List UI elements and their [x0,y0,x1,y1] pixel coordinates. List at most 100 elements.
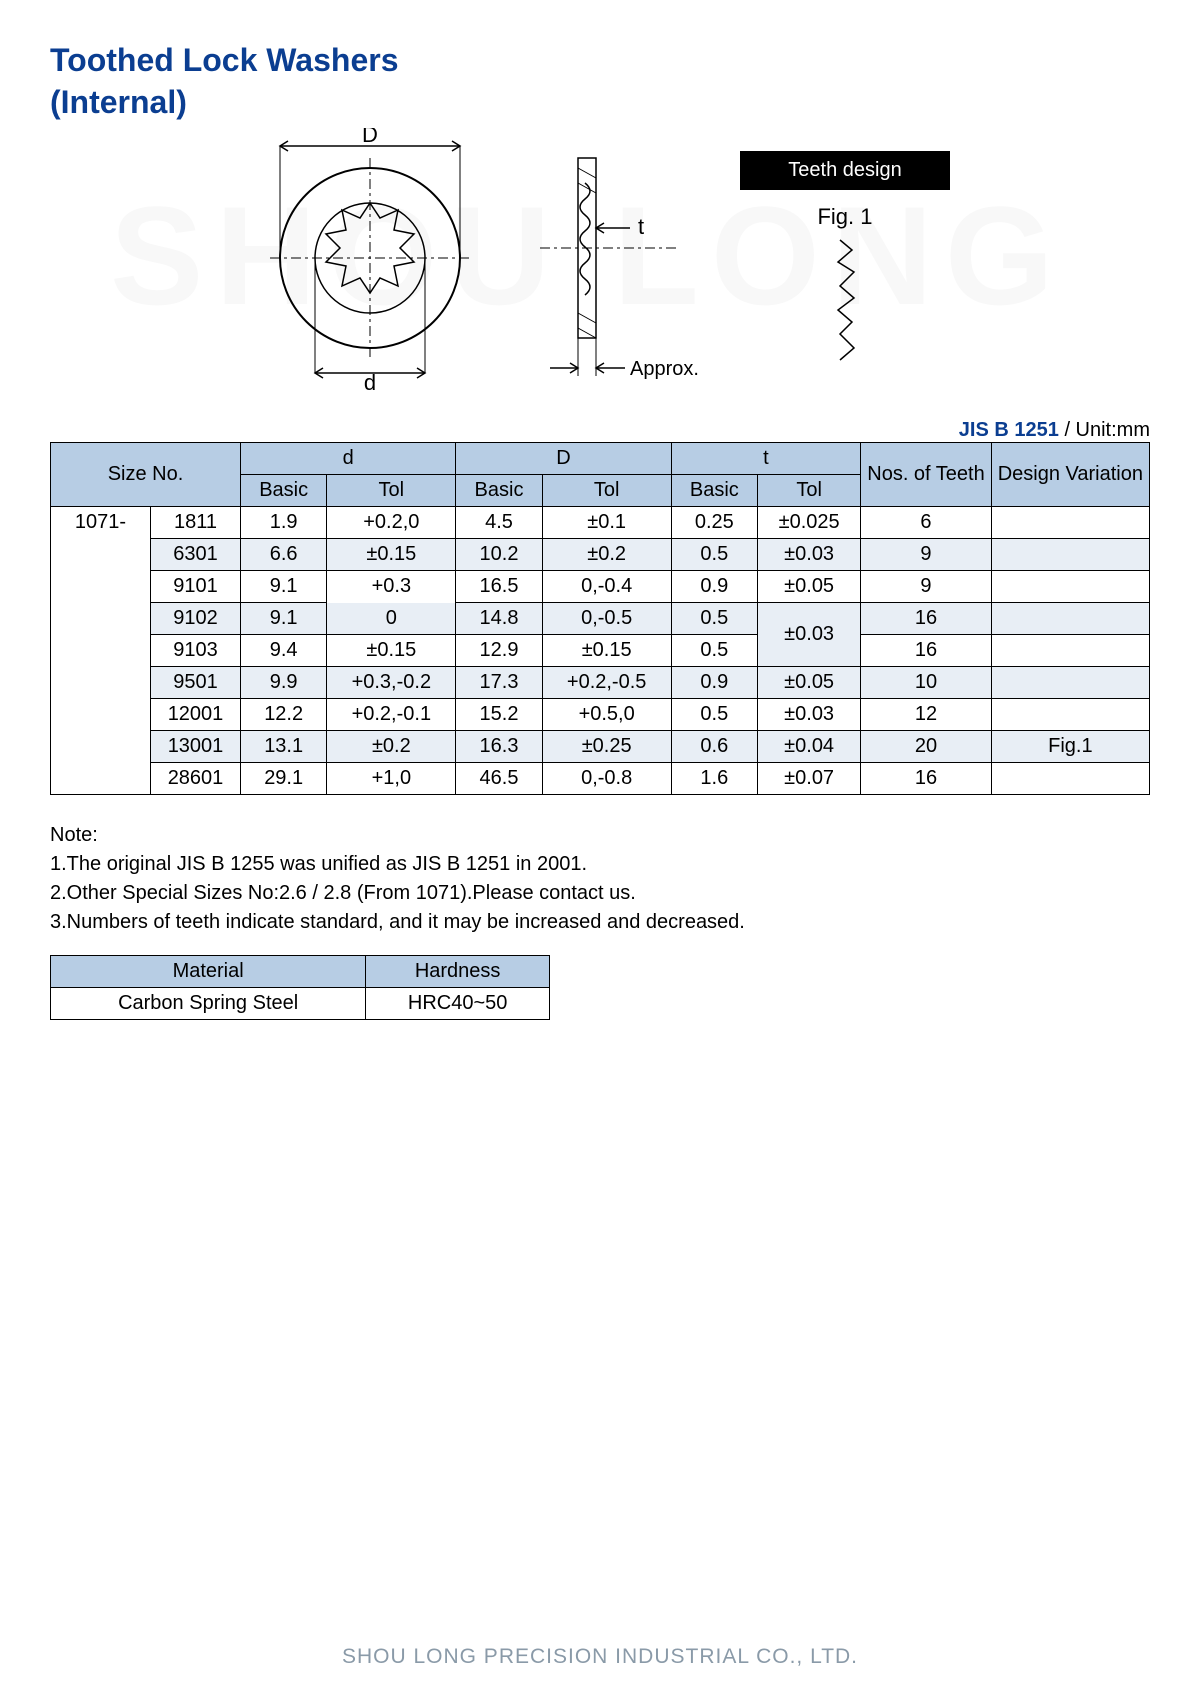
cell: 12.2 [241,699,327,731]
cell: 9.1 [241,571,327,603]
cell: 20 [861,731,991,763]
cell [991,507,1149,539]
table-row: 2860129.1+1,046.50,-0.81.6±0.0716 [51,763,1150,795]
th-t: t [671,443,861,475]
unit-label: / Unit:mm [1064,419,1150,441]
cell: 0.9 [671,571,757,603]
table-row: 1300113.1±0.216.3±0.250.6±0.0420Fig.1 [51,731,1150,763]
cell: ±0.15 [327,635,456,667]
note-3: 3.Numbers of teeth indicate standard, an… [50,908,1150,937]
cell: 9.9 [241,667,327,699]
dim-D: D [362,128,378,147]
diagram-row: D d [50,123,1150,403]
th-size: Size No. [51,443,241,507]
cell: ±0.03 [757,539,860,571]
th-design: Design Variation [991,443,1149,507]
note-1: 1.The original JIS B 1255 was unified as… [50,850,1150,879]
cell: ±0.05 [757,667,860,699]
dim-approx-2t: Approx. 2t [630,358,700,380]
page-title: Toothed Lock Washers (Internal) [50,40,1150,123]
footer-company: SHOU LONG PRECISION INDUSTRIAL CO., LTD. [0,1645,1200,1669]
th-D-tol: Tol [542,475,671,507]
cell: 17.3 [456,667,542,699]
cell: 6 [861,507,991,539]
cell: 1.6 [671,763,757,795]
th-d: d [241,443,456,475]
cell: ±0.07 [757,763,860,795]
cell: 0.25 [671,507,757,539]
table-row: 91019.1+0.316.50,-0.40.9±0.059 [51,571,1150,603]
cell: 0,-0.5 [542,603,671,635]
th-teeth: Nos. of Teeth [861,443,991,507]
th-hardness: Hardness [366,956,550,988]
material-table: Material Hardness Carbon Spring Steel HR… [50,955,550,1020]
cell: +0.3 [327,571,456,603]
cell: ±0.2 [542,539,671,571]
cell: ±0.05 [757,571,860,603]
cell-hardness: HRC40~50 [366,988,550,1020]
cell: 12.9 [456,635,542,667]
cell: 9.1 [241,603,327,635]
cell: 16.5 [456,571,542,603]
title-line-1: Toothed Lock Washers [50,40,1150,82]
table-row: 91029.1014.80,-0.50.5±0.0316 [51,603,1150,635]
cell: 0.5 [671,699,757,731]
cell: 1.9 [241,507,327,539]
cell: 0,-0.8 [542,763,671,795]
cell: +0.2,0 [327,507,456,539]
cell: 16 [861,603,991,635]
cell: 4.5 [456,507,542,539]
cell: 9.4 [241,635,327,667]
cell: 29.1 [241,763,327,795]
teeth-design-badge: Teeth design [740,151,950,190]
cell: ±0.03 [757,603,860,667]
th-material: Material [51,956,366,988]
cell: 16.3 [456,731,542,763]
cell: 1811 [151,507,241,539]
cell: 9101 [151,571,241,603]
th-d-basic: Basic [241,475,327,507]
cell: 10 [861,667,991,699]
cell: ±0.025 [757,507,860,539]
standard-code: JIS B 1251 [959,419,1059,441]
notes-block: Note: 1.The original JIS B 1255 was unif… [50,821,1150,937]
cell: ±0.25 [542,731,671,763]
table-row: 1071- 1811 1.9 +0.2,0 4.5 ±0.1 0.25 ±0.0… [51,507,1150,539]
cell: 9103 [151,635,241,667]
cell-material: Carbon Spring Steel [51,988,366,1020]
cell [991,603,1149,635]
th-D: D [456,443,671,475]
washer-front-diagram: D d [250,128,490,398]
title-line-2: (Internal) [50,82,1150,124]
table-row: 95019.9+0.3,-0.217.3+0.2,-0.50.9±0.0510 [51,667,1150,699]
th-D-basic: Basic [456,475,542,507]
cell: +0.5,0 [542,699,671,731]
note-2: 2.Other Special Sizes No:2.6 / 2.8 (From… [50,879,1150,908]
dim-t: t [638,214,644,239]
cell: Fig.1 [991,731,1149,763]
cell: +1,0 [327,763,456,795]
th-d-tol: Tol [327,475,456,507]
cell: 0.5 [671,635,757,667]
washer-side-diagram: t Approx. 2t [530,128,700,398]
cell: 12001 [151,699,241,731]
cell: 9 [861,571,991,603]
cell: 9501 [151,667,241,699]
cell: ±0.15 [542,635,671,667]
table-row: 1200112.2+0.2,-0.115.2+0.5,00.5±0.0312 [51,699,1150,731]
cell: +0.3,-0.2 [327,667,456,699]
notes-heading: Note: [50,821,1150,850]
cell: 10.2 [456,539,542,571]
table-row: 91039.4±0.1512.9±0.150.516 [51,635,1150,667]
cell: 28601 [151,763,241,795]
cell: 13.1 [241,731,327,763]
cell: 0 [327,603,456,635]
cell: 0.5 [671,603,757,635]
th-t-tol: Tol [757,475,860,507]
cell: 16 [861,635,991,667]
page-container: Toothed Lock Washers (Internal) D [0,0,1200,1020]
cell [991,571,1149,603]
cell: 9 [861,539,991,571]
cell: 46.5 [456,763,542,795]
cell: 14.8 [456,603,542,635]
